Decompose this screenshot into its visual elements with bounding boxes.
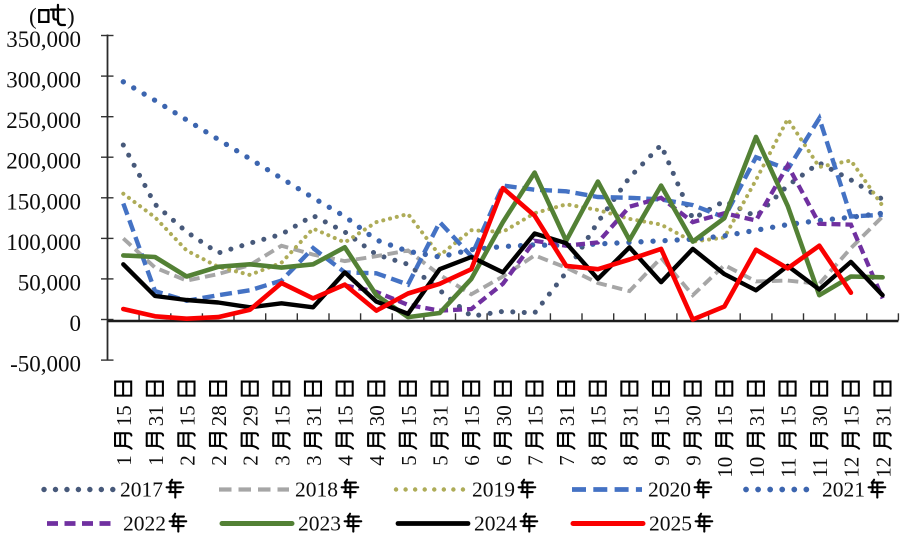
svg-text:7: 7 <box>555 455 579 466</box>
svg-text:3: 3 <box>270 455 294 466</box>
svg-text:7: 7 <box>523 455 547 466</box>
svg-text:12: 12 <box>840 457 864 478</box>
svg-text:2019: 2019 <box>472 478 515 502</box>
svg-text:350,000: 350,000 <box>6 27 81 52</box>
svg-text:31: 31 <box>745 405 769 426</box>
svg-text:15: 15 <box>713 405 737 426</box>
svg-text:(: ( <box>29 4 37 29</box>
svg-text:2018: 2018 <box>295 478 338 502</box>
svg-text:31: 31 <box>618 405 642 426</box>
svg-text:3: 3 <box>302 455 326 466</box>
svg-text:2025: 2025 <box>649 512 692 536</box>
svg-text:31: 31 <box>555 405 579 426</box>
svg-text:9: 9 <box>650 455 674 466</box>
svg-text:15: 15 <box>175 405 199 426</box>
svg-text:2024: 2024 <box>474 512 517 536</box>
svg-text:30: 30 <box>365 405 389 426</box>
svg-text:4: 4 <box>334 455 358 466</box>
svg-text:6: 6 <box>492 455 516 466</box>
svg-text:5: 5 <box>429 455 453 466</box>
svg-text:30: 30 <box>492 405 516 426</box>
svg-text:1: 1 <box>144 455 168 466</box>
svg-text:2: 2 <box>207 455 231 466</box>
svg-text:31: 31 <box>302 405 326 426</box>
svg-text:150,000: 150,000 <box>6 189 81 214</box>
svg-text:2017: 2017 <box>120 478 163 502</box>
svg-text:8: 8 <box>618 455 642 466</box>
svg-text:11: 11 <box>777 458 801 478</box>
svg-text:31: 31 <box>429 405 453 426</box>
svg-text:): ) <box>67 4 75 29</box>
svg-text:2023: 2023 <box>298 512 341 536</box>
svg-text:5: 5 <box>397 455 421 466</box>
svg-text:2: 2 <box>175 455 199 466</box>
svg-text:31: 31 <box>144 405 168 426</box>
svg-text:2022: 2022 <box>123 512 166 536</box>
svg-text:15: 15 <box>334 405 358 426</box>
svg-text:15: 15 <box>460 405 484 426</box>
svg-text:50,000: 50,000 <box>18 270 81 295</box>
svg-text:15: 15 <box>777 405 801 426</box>
svg-text:15: 15 <box>270 405 294 426</box>
svg-text:15: 15 <box>840 405 864 426</box>
svg-text:-50,000: -50,000 <box>10 352 81 377</box>
svg-text:15: 15 <box>397 405 421 426</box>
svg-text:10: 10 <box>713 457 737 478</box>
svg-text:28: 28 <box>207 405 231 426</box>
svg-text:1: 1 <box>112 455 136 466</box>
svg-text:2021: 2021 <box>822 478 865 502</box>
svg-text:100,000: 100,000 <box>6 230 81 255</box>
svg-text:2020: 2020 <box>648 478 691 502</box>
svg-text:10: 10 <box>745 457 769 478</box>
svg-text:4: 4 <box>365 455 389 466</box>
svg-text:2: 2 <box>239 455 263 466</box>
svg-text:30: 30 <box>808 405 832 426</box>
svg-text:0: 0 <box>70 311 82 336</box>
svg-text:8: 8 <box>587 455 611 466</box>
svg-text:11: 11 <box>808 458 832 478</box>
svg-text:15: 15 <box>523 405 547 426</box>
svg-text:30: 30 <box>682 405 706 426</box>
svg-text:250,000: 250,000 <box>6 108 81 133</box>
svg-text:9: 9 <box>682 455 706 466</box>
svg-text:31: 31 <box>871 405 895 426</box>
svg-text:15: 15 <box>650 405 674 426</box>
svg-text:29: 29 <box>239 405 263 426</box>
svg-text:12: 12 <box>871 457 895 478</box>
svg-text:6: 6 <box>460 455 484 466</box>
svg-text:15: 15 <box>587 405 611 426</box>
svg-text:300,000: 300,000 <box>6 68 81 93</box>
svg-text:15: 15 <box>112 405 136 426</box>
svg-text:200,000: 200,000 <box>6 149 81 174</box>
